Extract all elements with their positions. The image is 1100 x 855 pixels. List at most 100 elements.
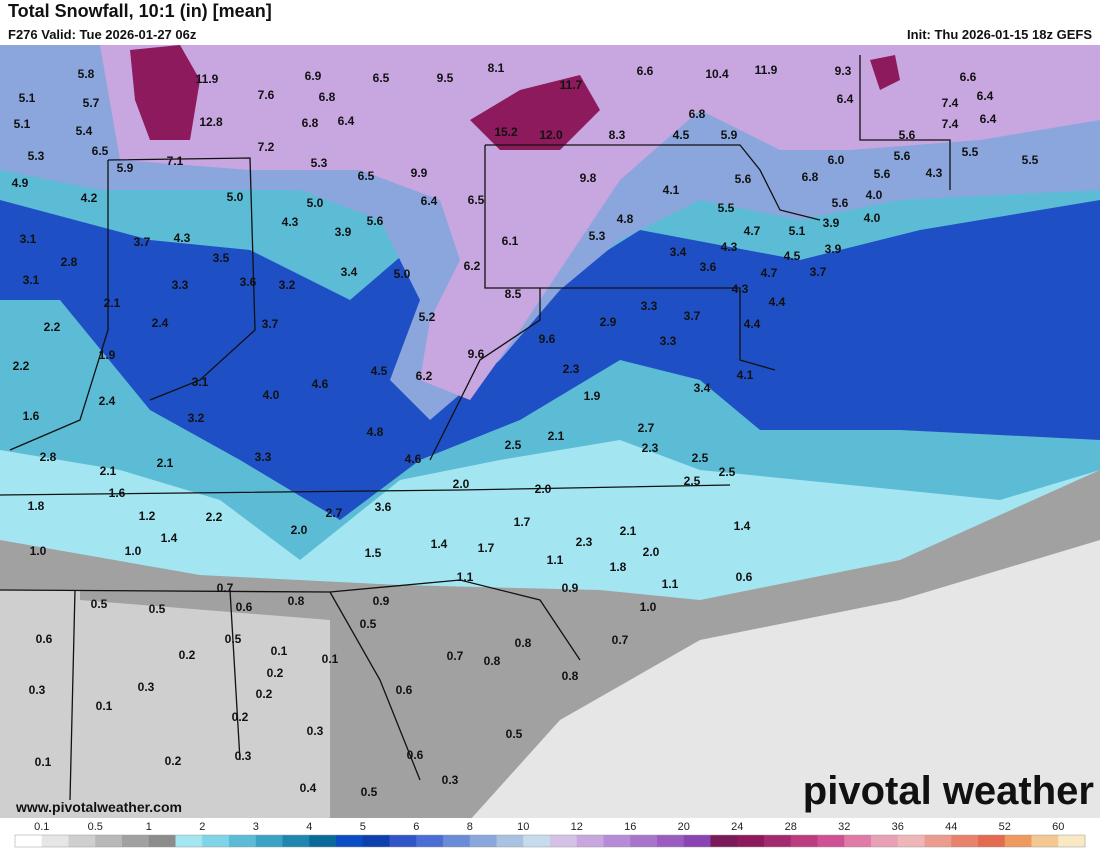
snowfall-label: 2.8 [61,255,78,269]
snowfall-label: 5.3 [28,149,45,163]
snowfall-label: 4.9 [12,176,29,190]
snowfall-label: 2.5 [684,474,701,488]
snowfall-label: 15.2 [494,125,518,139]
colorbar-label: 60 [1052,821,1064,833]
snowfall-label: 9.6 [468,347,485,361]
snowfall-label: 0.8 [288,594,305,608]
snowfall-label: 0.3 [235,749,252,763]
colorbar-swatch [683,835,711,847]
snowfall-label: 10.4 [705,67,729,81]
snowfall-label: 4.1 [663,183,680,197]
snowfall-label: 9.5 [437,71,454,85]
snowfall-label: 0.2 [179,648,196,662]
snowfall-label: 6.8 [319,90,336,104]
snowfall-label: 6.8 [802,170,819,184]
colorbar-label: 10 [517,821,529,833]
snowfall-label: 5.4 [76,124,93,138]
snowfall-label: 2.3 [563,362,580,376]
snowfall-label: 9.9 [411,166,428,180]
colorbar-swatch [603,835,631,847]
snowfall-label: 6.5 [373,71,390,85]
header: Total Snowfall, 10:1 (in) [mean] F276 Va… [0,0,1100,45]
colorbar-label: 52 [999,821,1011,833]
snowfall-label: 0.7 [217,581,234,595]
snowfall-label: 7.2 [258,140,275,154]
colorbar-swatch [710,835,738,847]
site-url: www.pivotalweather.com [15,799,182,815]
snowfall-label: 7.4 [942,96,959,110]
colorbar-swatch [1004,835,1032,847]
snowfall-label: 3.3 [641,299,658,313]
snowfall-label: 2.5 [692,451,709,465]
snowfall-label: 2.1 [620,524,637,538]
colorbar-swatch [255,835,283,847]
snowfall-label: 3.9 [335,225,352,239]
colorbar-label: 0.1 [34,821,49,833]
snowfall-label: 7.6 [258,88,275,102]
snowfall-label: 5.1 [789,224,806,238]
snowfall-label: 3.4 [694,381,711,395]
snowfall-label: 1.4 [734,519,751,533]
colorbar-label: 8 [467,821,473,833]
snowfall-label: 3.5 [213,251,230,265]
snowfall-label: 3.9 [825,242,842,256]
colorbar-swatch [148,835,176,847]
snowfall-label: 0.9 [373,594,390,608]
colorbar-swatch [630,835,658,847]
colorbar-label: 24 [731,821,743,833]
snowfall-label: 9.8 [580,171,597,185]
snowfall-label: 3.7 [684,309,701,323]
snowfall-label: 6.6 [637,64,654,78]
colorbar-swatch [282,835,310,847]
snowfall-label: 4.7 [761,266,778,280]
colorbar-swatch [68,835,96,847]
snowfall-label: 0.2 [267,666,284,680]
snowfall-label: 6.8 [302,116,319,130]
colorbar-label: 20 [678,821,690,833]
snowfall-label: 3.6 [700,260,717,274]
snowfall-label: 5.3 [311,156,328,170]
snowfall-label: 8.5 [505,287,522,301]
snowfall-label: 2.0 [535,482,552,496]
snowfall-label: 3.3 [660,334,677,348]
snowfall-label: 1.5 [365,546,382,560]
snowfall-label: 1.0 [125,544,142,558]
snowfall-label: 3.1 [192,375,209,389]
snowfall-label: 0.7 [447,649,464,663]
snowfall-label: 5.1 [14,117,31,131]
snowfall-label: 2.2 [13,359,30,373]
colorbar-swatch [523,835,551,847]
snowfall-label: 5.9 [117,161,134,175]
colorbar-label: 0.5 [88,821,103,833]
snowfall-label: 9.6 [539,332,556,346]
snowfall-label: 0.3 [442,773,459,787]
snowfall-label: 6.4 [980,112,997,126]
snowfall-label: 1.1 [662,577,679,591]
colorbar: 0.1 0.5 1 2 3 4 5 6 8 10 12 16 20 24 28 32 36 44 52 60 [0,818,1100,850]
snowfall-label: 0.2 [256,687,273,701]
snowfall-label: 0.5 [149,602,166,616]
snowfall-label: 5.3 [589,229,606,243]
snowfall-label: 0.6 [236,600,253,614]
snowfall-label: 0.6 [396,683,413,697]
snowfall-label: 1.7 [514,515,531,529]
snowfall-label: 7.1 [167,154,184,168]
colorbar-swatch [871,835,899,847]
snowfall-label: 4.6 [405,452,422,466]
colorbar-label: 1 [146,821,152,833]
snowfall-label: 6.5 [468,193,485,207]
colorbar-swatch [764,835,792,847]
colorbar-swatch [657,835,685,847]
snowfall-label: 5.0 [227,190,244,204]
snowfall-label: 3.3 [255,450,272,464]
snowfall-label: 0.5 [91,597,108,611]
snowfall-label: 3.6 [240,275,257,289]
init-time: Init: Thu 2026-01-15 18z GEFS [907,27,1092,42]
colorbar-swatch [389,835,417,847]
colorbar-swatch [897,835,925,847]
snowfall-label: 4.1 [737,368,754,382]
snowfall-label: 0.9 [562,581,579,595]
snowfall-label: 1.9 [99,348,116,362]
snowfall-label: 6.8 [689,107,706,121]
